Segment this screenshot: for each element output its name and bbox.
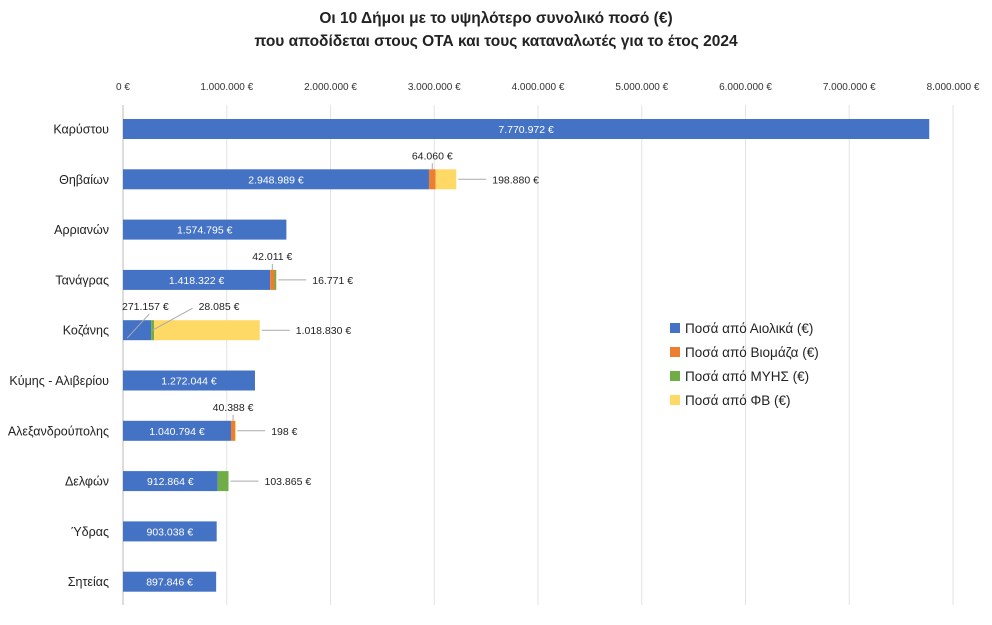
category-label: Κοζάνης — [63, 324, 109, 338]
bar-segment — [123, 420, 231, 441]
x-tick-label: 0 € — [116, 82, 130, 93]
data-label: 198.880 € — [492, 174, 539, 186]
legend-swatch — [670, 371, 680, 381]
data-label: 40.388 € — [213, 402, 254, 414]
bar-segment — [123, 471, 218, 492]
chart-title-line-1: Οι 10 Δήμοι με το υψηλότερο συνολικό ποσ… — [319, 10, 673, 27]
category-label: Καρύστου — [53, 123, 109, 137]
data-label: 42.011 € — [252, 251, 292, 263]
bar-segment — [235, 420, 236, 441]
data-label: 16.771 € — [312, 275, 353, 287]
bar-segment — [274, 269, 277, 290]
bar-segment — [428, 169, 436, 190]
legend-label: Ποσά από Αιολικά (€) — [685, 320, 814, 336]
bar-segment — [123, 119, 930, 139]
bar-segment — [217, 471, 229, 492]
data-label: 897.846 € — [146, 577, 193, 589]
category-label: Αρριανών — [54, 223, 109, 237]
chart-title-line-2: που αποδίδεται στους ΟΤΑ και τους κατανα… — [254, 33, 738, 50]
data-label: 903.038 € — [146, 526, 193, 538]
data-label: 1.574.795 € — [177, 225, 233, 237]
bar-segment — [123, 320, 152, 341]
data-label: 7.770.972 € — [498, 124, 554, 136]
bar-segment — [123, 571, 217, 592]
category-label: Κύμης - Αλιβερίου — [9, 374, 109, 388]
bar-segment — [123, 370, 255, 391]
data-label: 912.864 € — [147, 476, 194, 488]
x-tick-label: 4.000.000 € — [512, 82, 565, 93]
x-tick-label: 5.000.000 € — [615, 82, 668, 93]
x-tick-label: 2.000.000 € — [304, 82, 357, 93]
leader-line — [152, 307, 193, 331]
legend-swatch — [670, 395, 680, 405]
bar-segment — [435, 169, 457, 190]
data-label: 64.060 € — [412, 150, 453, 162]
category-label: Σητείας — [68, 575, 109, 589]
data-label: 271.157 € — [122, 301, 169, 313]
data-label: 28.085 € — [199, 301, 240, 313]
data-label: 198 € — [271, 426, 297, 438]
data-label: 103.865 € — [264, 476, 311, 488]
bar-segment — [230, 420, 236, 441]
x-tick-label: 1.000.000 € — [200, 82, 253, 93]
category-label: Τανάγρας — [55, 273, 109, 287]
category-label: Δελφών — [65, 475, 109, 489]
category-label: Θηβαίων — [59, 173, 109, 187]
category-label: Αλεξανδρούπολης — [8, 424, 109, 438]
category-label: Ύδρας — [71, 525, 109, 539]
bar-segment — [270, 269, 275, 290]
legend: Ποσά από Αιολικά (€) Ποσά από Βιομάζα (€)… — [670, 316, 819, 412]
x-tick-label: 7.000.000 € — [823, 82, 876, 93]
data-label: 1.418.322 € — [169, 275, 225, 287]
legend-item: Ποσά από Αιολικά (€) — [670, 316, 819, 340]
legend-label: Ποσά από Βιομάζα (€) — [685, 344, 819, 360]
bar-segment — [123, 169, 429, 190]
legend-label: Ποσά από ΦΒ (€) — [685, 392, 791, 408]
legend-item: Ποσά από ΦΒ (€) — [670, 388, 819, 412]
bar-segment — [123, 219, 287, 240]
legend-swatch — [670, 323, 680, 333]
legend-item: Ποσά από Βιομάζα (€) — [670, 340, 819, 364]
data-label: 2.948.989 € — [248, 174, 304, 186]
bar-segment — [154, 320, 260, 341]
legend-swatch — [670, 347, 680, 357]
data-label: 1.040.794 € — [149, 426, 205, 438]
x-tick-label: 6.000.000 € — [719, 82, 772, 93]
bar-segment — [123, 521, 217, 542]
data-label: 1.018.830 € — [296, 325, 352, 337]
x-tick-label: 3.000.000 € — [408, 82, 461, 93]
leader-line — [126, 313, 150, 339]
x-tick-label: 8.000.000 € — [927, 82, 980, 93]
bar-segment — [123, 269, 271, 290]
legend-item: Ποσά από ΜΥΗΣ (€) — [670, 364, 819, 388]
legend-label: Ποσά από ΜΥΗΣ (€) — [685, 368, 810, 384]
data-label: 1.272.044 € — [161, 376, 217, 388]
